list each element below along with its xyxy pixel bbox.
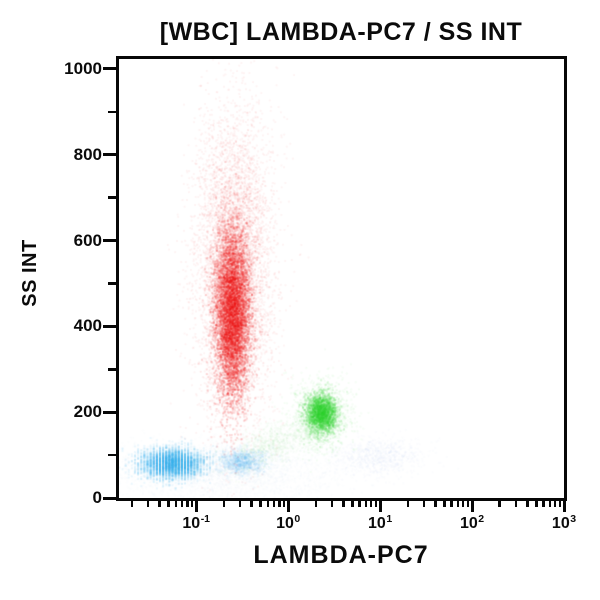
y-major-tick [103,67,116,71]
x-minor-tick [461,501,465,507]
x-tick-exponent: 0 [294,513,301,525]
chart-title: [WBC] LAMBDA-PC7 / SS INT [159,18,523,46]
x-major-tick [194,501,198,512]
x-minor-tick [222,501,226,507]
x-tick-exponent: 3 [570,513,577,525]
x-major-tick [378,501,382,512]
x-minor-tick [278,501,281,507]
x-minor-tick [422,501,426,507]
x-major-tick [562,501,566,512]
y-minor-tick [108,453,116,457]
x-minor-tick [342,501,345,507]
y-major-tick [103,496,116,500]
x-minor-tick [272,501,276,507]
x-tick-label: 102 [440,513,504,535]
x-tick-base: 10 [551,515,570,532]
y-major-tick [103,324,116,328]
x-minor-tick [558,501,562,507]
x-axis-label: LAMBDA-PC7 [253,541,429,569]
x-minor-tick [314,501,318,507]
x-minor-tick [406,501,410,507]
x-minor-tick [238,501,242,507]
x-minor-tick [250,501,253,507]
x-tick-label: 100 [256,513,320,535]
x-minor-tick [130,501,134,507]
x-tick-base: 10 [459,515,478,532]
scatter-dots-canvas [119,59,564,498]
x-minor-tick [369,501,373,507]
y-minor-tick [108,110,116,114]
x-minor-tick [266,501,270,507]
y-tick-label: 0 [92,488,102,507]
y-tick-label: 800 [73,144,102,164]
x-tick-base: 10 [276,515,294,532]
y-tick-label: 200 [73,402,102,422]
x-tick-base: 10 [368,515,386,532]
y-major-tick [103,410,116,414]
x-minor-tick [146,501,150,507]
x-minor-tick [514,501,518,507]
x-tick-exponent: -1 [200,513,211,525]
x-minor-tick [180,501,184,507]
x-tick-label: 103 [532,513,596,535]
y-major-tick [103,239,116,243]
x-minor-tick [158,501,161,507]
x-minor-tick [190,501,194,507]
y-minor-tick [108,196,116,199]
x-minor-tick [542,501,545,507]
x-tick-label: 10-1 [164,513,228,535]
plot-area [116,56,567,501]
y-minor-tick [108,282,116,285]
y-minor-tick [108,368,116,371]
x-tick-label: 101 [348,513,412,535]
x-minor-tick [374,501,378,507]
x-major-tick [470,501,474,512]
x-minor-tick [443,501,446,507]
x-minor-tick [535,501,538,507]
x-minor-tick [282,501,286,507]
x-minor-tick [351,501,354,507]
x-minor-tick [364,501,368,507]
x-minor-tick [548,501,551,507]
x-minor-tick [526,501,529,507]
x-minor-tick [174,501,178,507]
y-tick-label: 1000 [64,58,102,78]
x-minor-tick [259,501,262,507]
x-minor-tick [330,501,334,507]
x-minor-tick [358,501,361,507]
y-tick-label: 400 [73,316,102,336]
x-minor-tick [167,501,170,507]
x-minor-tick [434,501,437,507]
y-tick-label: 600 [73,230,102,250]
x-minor-tick [456,501,460,507]
x-minor-tick [498,501,501,507]
x-tick-base: 10 [182,515,201,532]
y-major-tick [103,153,116,157]
x-major-tick [286,501,290,512]
x-minor-tick [553,501,557,507]
x-minor-tick [450,501,453,507]
x-minor-tick [186,501,189,507]
x-tick-exponent: 1 [386,513,393,525]
y-axis-label: SS INT [19,239,41,307]
x-minor-tick [466,501,470,507]
x-tick-exponent: 2 [478,513,485,525]
